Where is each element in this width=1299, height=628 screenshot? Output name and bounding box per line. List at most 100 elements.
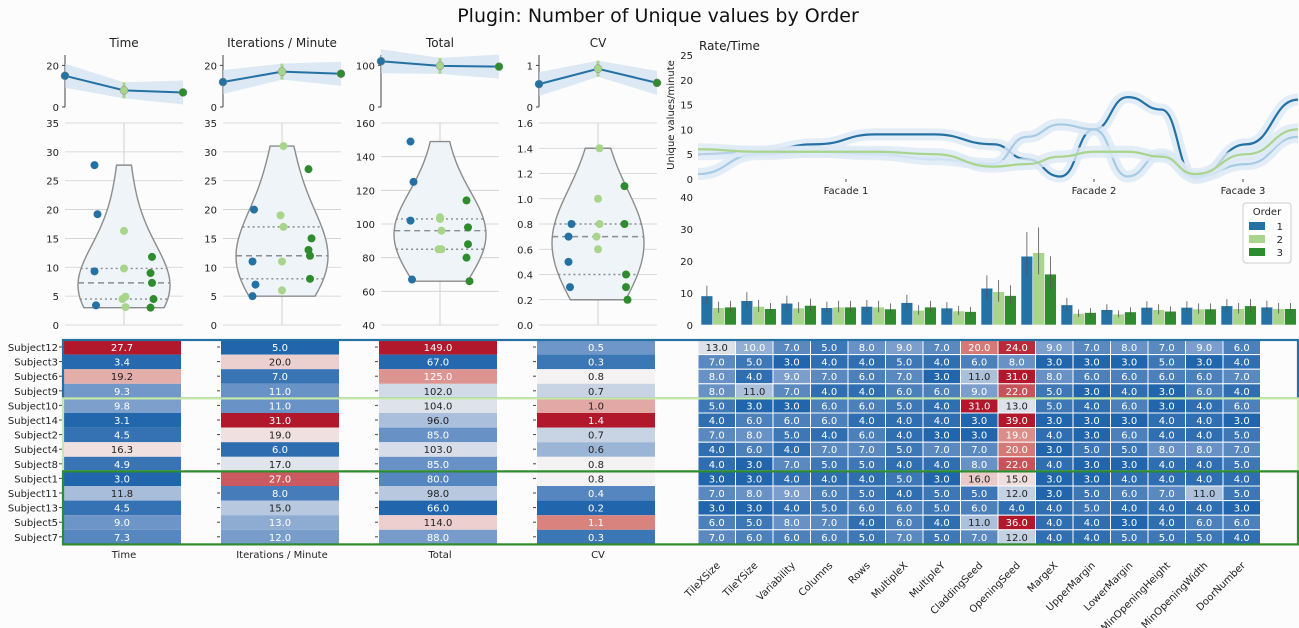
violin-point (279, 222, 288, 231)
heat-value: 20.0 (1006, 445, 1028, 456)
heat-value: 5.0 (859, 460, 875, 471)
heat-value: 5.0 (934, 504, 950, 515)
heat-value: 7.0 (971, 445, 987, 456)
strip-value: 3.4 (114, 358, 130, 369)
heat-value: 6.0 (784, 416, 800, 427)
strip-value: 1.4 (588, 416, 604, 427)
heat-value: 31.0 (968, 401, 990, 412)
heat-value: 8.0 (859, 343, 875, 354)
heat-value: 8.0 (971, 460, 987, 471)
strip-cell (379, 383, 497, 399)
heat-value: 3.0 (1121, 358, 1137, 369)
heat-value: 6.0 (1196, 387, 1212, 398)
top-ci-band (539, 60, 657, 97)
heat-value: 4.0 (1234, 358, 1250, 369)
heat-value: 3.0 (1159, 387, 1175, 398)
top-y-tick-label: 0 (211, 103, 217, 114)
violin-y-tick-label: 15 (204, 234, 217, 245)
violin-y-tick-label: 80 (362, 254, 375, 265)
strip-cell (63, 369, 181, 384)
heat-value: 5.0 (1196, 533, 1212, 544)
heat-value: 39.0 (1006, 416, 1028, 427)
violin-point (564, 232, 573, 241)
heat-value: 6.0 (746, 416, 762, 427)
heat-value: 5.0 (1121, 445, 1137, 456)
heat-value: 4.0 (859, 387, 875, 398)
heat-value: 7.0 (934, 343, 950, 354)
heat-value: 6.0 (1121, 431, 1137, 442)
strip-cell (379, 340, 497, 355)
violin-y-tick-label: 0.4 (517, 271, 533, 282)
violin-point (121, 303, 130, 312)
heat-value: 6.0 (821, 533, 837, 544)
heat-value: 4.0 (1159, 416, 1175, 427)
heat-value: 3.0 (1084, 358, 1100, 369)
metric-panel-1: Iterations / Minute 0 20 0 5 10 15 20 25 30 35 Iter… (204, 36, 346, 561)
heat-column-label: MargeX (1026, 560, 1061, 595)
heat-value: 10.0 (743, 343, 765, 354)
heat-value: 3.0 (971, 431, 987, 442)
strip-value: 67.0 (427, 358, 449, 369)
heat-value: 3.0 (746, 401, 762, 412)
heat-value: 3.0 (1084, 416, 1100, 427)
heat-value: 4.0 (1159, 518, 1175, 529)
heat-value: 9.0 (784, 372, 800, 383)
heat-value: 5.0 (1046, 387, 1062, 398)
strip-value: 15.0 (269, 504, 291, 515)
violin-point (464, 240, 472, 249)
violin-point (307, 234, 316, 243)
heat-value: 6.0 (821, 416, 837, 427)
heat-value: 6.0 (1121, 401, 1137, 412)
heat-value: 4.0 (1196, 401, 1212, 412)
heat-value: 5.0 (821, 460, 837, 471)
strip-value: 0.5 (588, 343, 604, 354)
strip-value: 1.0 (588, 401, 604, 412)
heat-value: 7.0 (784, 387, 800, 398)
strip-cell (221, 340, 339, 355)
heat-value: 3.0 (934, 372, 950, 383)
strip-cell (221, 486, 339, 501)
heat-value: 4.0 (1121, 387, 1137, 398)
top-mean-point (593, 64, 603, 73)
heat-value: 7.0 (896, 533, 912, 544)
heat-value: 4.0 (934, 460, 950, 471)
subject-label: Subject8 (14, 460, 58, 471)
strip-cell (221, 500, 339, 516)
subject-label: Subject10 (8, 401, 58, 412)
violin-y-tick-label: 120 (356, 186, 375, 197)
heat-value: 4.0 (784, 474, 800, 485)
heat-value: 4.0 (1046, 518, 1062, 529)
strip-value: 6.0 (272, 445, 288, 456)
heat-value: 3.0 (1121, 460, 1137, 471)
heat-value: 6.0 (1234, 343, 1250, 354)
top-mean-point (277, 67, 287, 76)
heat-value: 3.0 (709, 504, 725, 515)
violin-point (148, 252, 156, 261)
violin-point (436, 214, 444, 223)
rate-x-tick-label: Facade 3 (1221, 186, 1266, 197)
heat-value: 6.0 (971, 504, 987, 515)
heat-value: 5.0 (821, 343, 837, 354)
heat-value: 4.0 (1234, 474, 1250, 485)
subject-label: Subject5 (14, 518, 58, 529)
heat-value: 7.0 (1084, 343, 1100, 354)
rate-y-tick-label: 25 (680, 51, 693, 62)
strip-value: 114.0 (424, 518, 453, 529)
heat-value: 5.0 (896, 401, 912, 412)
bar-legend-title: Order (1253, 207, 1282, 218)
violin-point (564, 257, 573, 266)
strip-cell (63, 340, 181, 355)
heat-value: 4.0 (1196, 504, 1212, 515)
heat-value: 8.0 (709, 387, 725, 398)
heat-value: 5.0 (896, 358, 912, 369)
heat-value: 6.0 (784, 533, 800, 544)
strip-cell (379, 471, 497, 486)
heat-value: 4.0 (1121, 474, 1137, 485)
subject-label: Subject11 (8, 489, 58, 500)
bar-y-tick-label: 20 (680, 257, 693, 268)
strip-value: 0.3 (588, 533, 604, 544)
heat-value: 7.0 (859, 445, 875, 456)
strip-cell (221, 398, 339, 413)
heat-value: 4.0 (784, 445, 800, 456)
